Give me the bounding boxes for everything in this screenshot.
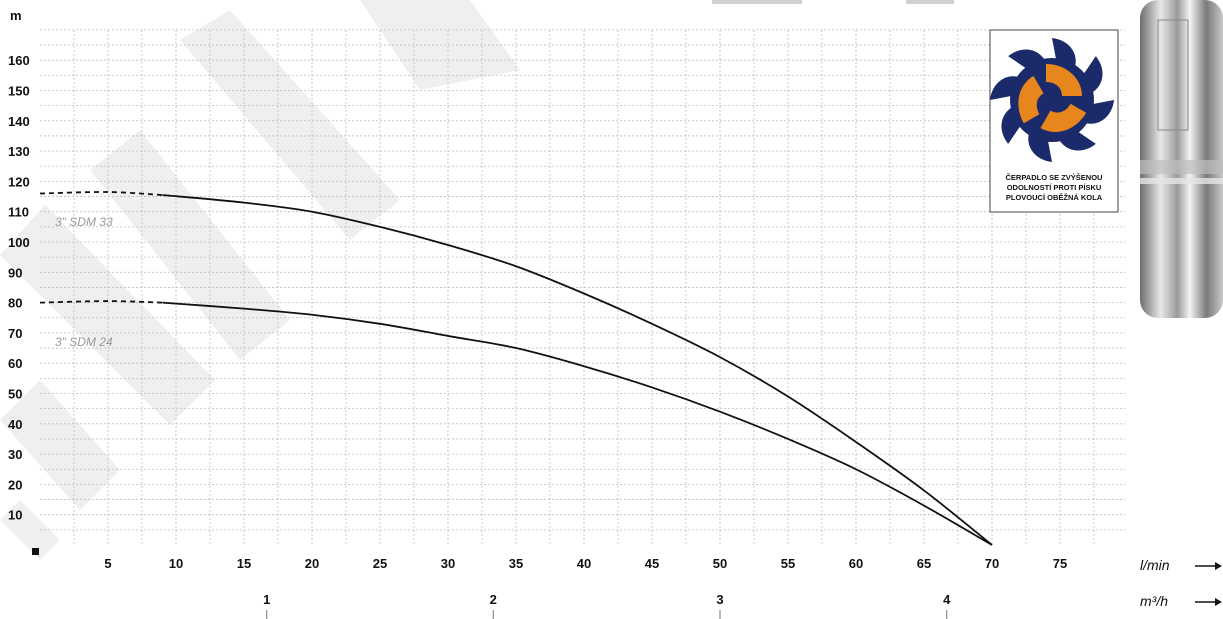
y-tick-label: 60 [8, 356, 22, 371]
y-tick-label: 140 [8, 114, 30, 129]
x-axis-arrow [1195, 562, 1222, 570]
x2-tick-label: 2 [490, 592, 497, 607]
x-tick-label: 75 [1053, 556, 1067, 571]
x-tick-label: 60 [849, 556, 863, 571]
x2-tick-label: 4 [943, 592, 951, 607]
y-tick-label: 160 [8, 53, 30, 68]
watermark-logo [0, 0, 520, 560]
y-tick-label: 100 [8, 235, 30, 250]
y-tick-label: 80 [8, 296, 22, 311]
x-tick-label: 5 [104, 556, 111, 571]
y-axis-ticks: 10 20 30 40 50 60 70 80 90 100 110 120 130 140 150 160 [8, 53, 30, 523]
product-thumbnails [712, 0, 954, 4]
x-tick-label: 55 [781, 556, 795, 571]
x2-tick-label: 1 [263, 592, 270, 607]
series-line-0 [162, 194, 993, 546]
y-tick-label: 50 [8, 387, 22, 402]
pump-image [1140, 0, 1223, 318]
y-tick-label: 130 [8, 144, 30, 159]
x-tick-label: 45 [645, 556, 659, 571]
x-tick-label: 70 [985, 556, 999, 571]
y-tick-label: 30 [8, 447, 22, 462]
x-tick-label: 15 [237, 556, 251, 571]
x-axis-ticks: 5 10 15 20 25 30 35 40 45 50 55 60 65 70 75 [104, 556, 1067, 571]
impeller-icon [990, 38, 1114, 162]
x-tick-label: 30 [441, 556, 455, 571]
x-tick-label: 35 [509, 556, 523, 571]
y-axis-unit: m [10, 8, 22, 23]
y-tick-label: 110 [8, 205, 29, 220]
y-tick-label: 150 [8, 84, 30, 99]
y-tick-label: 40 [8, 417, 22, 432]
badge-line-2: ODOLNOSTÍ PROTI PÍSKU [1007, 183, 1102, 192]
series-line-dashed-1 [39, 300, 163, 304]
x-tick-label: 65 [917, 556, 931, 571]
series-line-1 [162, 301, 993, 546]
series-curves [39, 191, 993, 546]
x-tick-label: 40 [577, 556, 591, 571]
y-tick-label: 70 [8, 326, 22, 341]
y-tick-label: 20 [8, 477, 22, 492]
feature-badge: ČERPADLO SE ZVÝŠENOU ODOLNOSTÍ PROTI PÍS… [989, 29, 1119, 213]
badge-line-3: PLOVOUCÍ OBĚŽNÁ KOLA [1006, 193, 1103, 202]
series-label-sdm24: 3" SDM 24 [55, 335, 113, 349]
x-tick-label: 10 [169, 556, 183, 571]
x-tick-label: 50 [713, 556, 727, 571]
y-tick-label: 10 [8, 508, 22, 523]
badge-line-1: ČERPADLO SE ZVÝŠENOU [1006, 173, 1103, 182]
y-tick-label: 120 [8, 174, 30, 189]
x-tick-label: 20 [305, 556, 319, 571]
x2-axis-unit: m³/h [1140, 593, 1168, 609]
x-axis-unit: l/min [1140, 557, 1170, 573]
origin-marker [32, 548, 39, 555]
x2-tick-label: 3 [716, 592, 723, 607]
grid-horizontal [40, 29, 1125, 531]
x-tick-label: 25 [373, 556, 387, 571]
x2-axis-ticks: 1 2 3 4 [263, 592, 951, 619]
series-line-dashed-0 [39, 191, 163, 196]
series-label-sdm33: 3" SDM 33 [55, 215, 113, 229]
x2-axis-arrow [1195, 598, 1222, 606]
y-tick-label: 90 [8, 265, 22, 280]
